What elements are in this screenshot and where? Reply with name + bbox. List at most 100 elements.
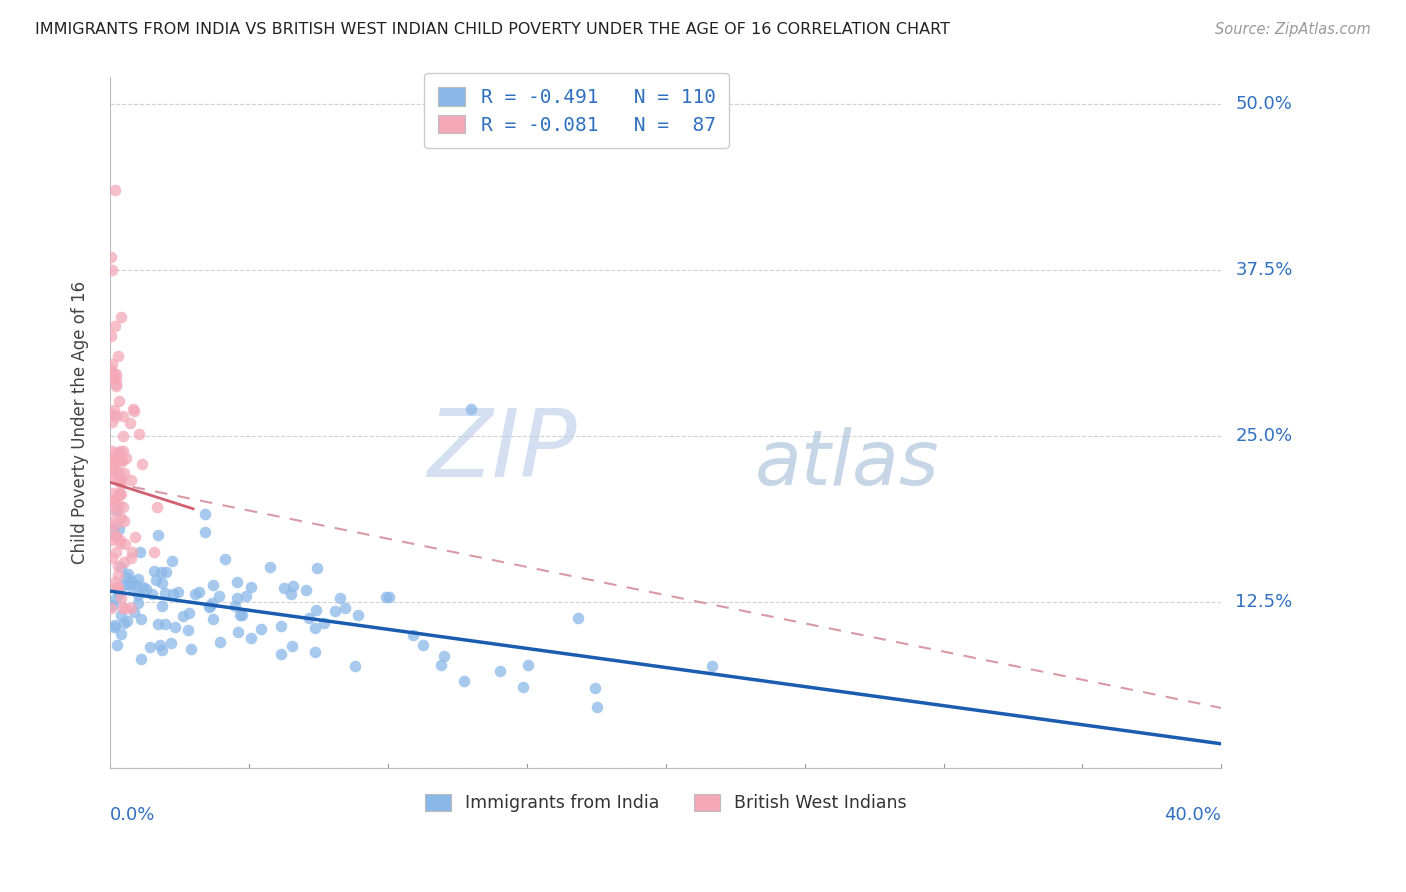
Text: 50.0%: 50.0% [1236,95,1292,113]
Point [235,589,257,603]
Point [153,585,176,599]
Point [110,608,132,623]
Point [239,580,262,594]
Point [224,599,246,614]
Point [104,319,127,334]
Point [120,550,142,565]
Point [150,642,173,657]
Point [402,628,425,642]
Point [298,611,321,625]
Point [120,601,142,615]
Point [344,658,367,673]
Point [104,499,127,513]
Point [101,407,124,421]
Point [110,559,132,574]
Point [108,487,131,501]
Point [202,612,225,626]
Point [197,600,219,615]
Point [132,580,155,594]
Point [141,586,163,600]
Point [304,645,326,659]
Point [112,616,135,631]
Point [100,250,122,264]
Point [112,467,135,481]
Point [110,511,132,525]
Point [110,591,132,605]
Point [105,580,128,594]
Text: Source: ZipAtlas.com: Source: ZipAtlas.com [1215,22,1371,37]
Point [160,636,183,650]
Point [194,524,217,539]
Point [517,658,540,673]
Point [114,601,136,615]
Point [112,514,135,528]
Point [105,530,128,544]
Point [100,453,122,467]
Point [347,608,370,623]
Point [105,545,128,559]
Point [110,470,132,484]
Point [177,607,200,621]
Point [488,664,510,678]
Point [125,578,148,592]
Text: atlas: atlas [755,427,939,501]
Point [225,591,247,605]
Text: 0.0%: 0.0% [110,805,156,823]
Point [453,673,475,688]
Point [108,444,131,458]
Point [100,601,122,615]
Point [121,544,143,558]
Point [226,625,249,640]
Point [129,652,152,666]
Point [214,551,236,566]
Point [143,545,166,559]
Point [104,463,127,477]
Point [117,567,139,582]
Point [108,535,131,549]
Point [107,581,129,595]
Point [567,610,589,624]
Point [103,403,125,417]
Point [120,574,142,588]
Point [240,631,263,645]
Point [108,523,131,537]
Point [294,582,316,597]
Point [107,582,129,596]
Point [304,621,326,635]
Point [329,591,352,605]
Point [101,366,124,380]
Point [160,554,183,568]
Point [103,453,125,467]
Point [115,614,138,628]
Point [273,581,295,595]
Point [187,585,209,599]
Point [103,456,125,470]
Point [304,602,326,616]
Point [162,587,184,601]
Point [104,183,127,197]
Text: 25.0%: 25.0% [1236,427,1292,445]
Point [103,620,125,634]
Point [111,454,134,468]
Point [112,555,135,569]
Point [100,329,122,343]
Point [104,575,127,590]
Point [585,699,607,714]
Point [105,371,128,385]
Point [110,310,132,324]
Legend: Immigrants from India, British West Indians: Immigrants from India, British West Indi… [416,786,915,822]
Point [270,618,292,632]
Point [149,565,172,579]
Point [104,617,127,632]
Point [122,605,145,619]
Point [114,537,136,551]
Point [430,657,453,672]
Point [103,493,125,508]
Point [105,529,128,543]
Point [104,377,127,392]
Point [111,409,134,424]
Point [280,587,302,601]
Point [120,473,142,487]
Text: 37.5%: 37.5% [1236,261,1292,279]
Point [101,371,124,385]
